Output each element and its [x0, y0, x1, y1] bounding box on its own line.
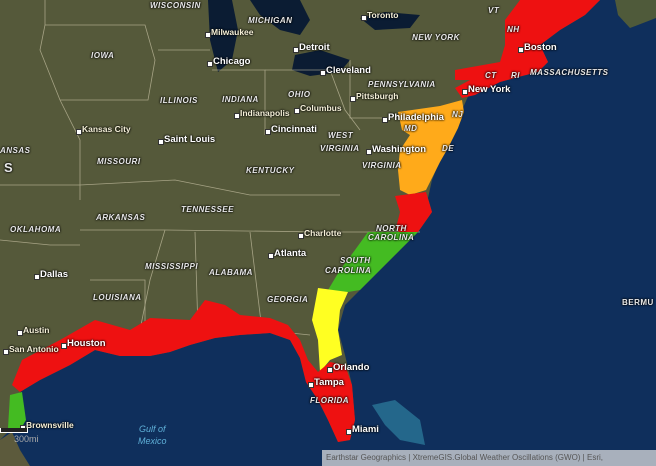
city-label: Milwaukee — [205, 27, 254, 38]
state-label: KENTUCKY — [246, 166, 295, 175]
city-label: Pittsburgh — [350, 91, 399, 102]
nova-scotia — [615, 0, 656, 28]
state-label: MD — [404, 124, 418, 133]
state-label: DE — [442, 144, 455, 153]
bahamas — [372, 400, 425, 445]
city-label: Detroit — [293, 42, 330, 53]
state-label: MISSISSIPPI — [145, 262, 199, 271]
city-label: Chicago — [206, 56, 251, 67]
water-label-line: Gulf of — [139, 424, 166, 434]
zone-red-nc — [395, 192, 432, 240]
state-label: MISSOURI — [97, 157, 141, 166]
city-label: Philadelphia — [382, 112, 444, 123]
state-label: CAROLINA — [325, 266, 372, 275]
great-lakes — [208, 0, 420, 76]
water-label-line: Mexico — [138, 436, 167, 446]
state-label: PENNSYLVANIA — [368, 80, 436, 89]
city-label: Houston — [61, 338, 106, 349]
city-label: Boston — [518, 42, 557, 53]
city-label: Columbus — [294, 103, 342, 114]
zone-orange-midatlantic — [398, 100, 464, 195]
state-label: OKLAHOMA — [10, 225, 62, 234]
zone-green-brownsville — [8, 392, 26, 430]
zone-red-gulf — [12, 300, 355, 442]
city-label: Kansas City — [76, 124, 131, 135]
state-label: S — [4, 160, 14, 175]
state-label: ARKANSAS — [96, 213, 146, 222]
mexico-land — [0, 432, 30, 466]
city-label: New York — [461, 84, 511, 95]
state-label: SOUTH — [340, 256, 371, 265]
state-label: CAROLINA — [368, 233, 415, 242]
state-label: VIRGINIA — [320, 144, 360, 153]
city-label: Tampa — [308, 377, 344, 388]
city-label: Washington — [366, 144, 426, 155]
state-label: INDIANA — [222, 95, 259, 104]
state-label: MASSACHUSETTS — [530, 68, 609, 77]
city-label: Toronto — [360, 10, 399, 21]
city-label: Austin — [16, 325, 50, 336]
city-label: Cincinnati — [265, 124, 317, 135]
bermuda-label: BERMU — [622, 298, 654, 307]
state-label: OHIO — [288, 90, 311, 99]
state-label: RI — [511, 71, 520, 80]
scale-label: 300mi — [14, 434, 39, 444]
city-label: Indianapolis — [234, 108, 290, 119]
city-label: Orlando — [326, 362, 370, 373]
state-label: VIRGINIA — [362, 161, 402, 170]
state-label: ILLINOIS — [160, 96, 198, 105]
risk-zones — [8, 0, 600, 442]
state-label: IOWA — [91, 51, 115, 60]
city-label: Dallas — [34, 269, 68, 280]
attribution: Earthstar Geographics | XtremeGIS.Global… — [322, 450, 656, 466]
state-label: MICHIGAN — [248, 16, 293, 25]
state-label: ANSAS — [0, 146, 31, 155]
state-label: NORTH — [376, 224, 407, 233]
state-label: ALABAMA — [209, 268, 253, 277]
city-label: Charlotte — [297, 228, 342, 239]
state-label: NEW YORK — [412, 33, 460, 42]
water-label: Gulf of Mexico — [138, 423, 167, 447]
city-label: Atlanta — [267, 248, 307, 259]
state-label: CT — [485, 71, 497, 80]
zone-green-sc — [328, 232, 418, 292]
state-label: NJ — [452, 110, 464, 119]
scale-bar — [0, 428, 28, 433]
state-label: WISCONSIN — [150, 1, 201, 10]
state-label: LOUISIANA — [93, 293, 142, 302]
city-label: Miami — [346, 424, 379, 435]
state-label: WEST — [328, 131, 354, 140]
state-label: NH — [507, 25, 520, 34]
state-label: FLORIDA — [310, 396, 350, 405]
zone-red-northeast — [455, 0, 600, 98]
zone-yellow-ga-fl — [312, 288, 348, 372]
city-label: Cleveland — [320, 65, 371, 76]
city-label: Saint Louis — [157, 134, 216, 145]
city-label: San Antonio — [3, 344, 59, 355]
state-label: VT — [488, 6, 500, 15]
city-label: Brownsville — [20, 420, 74, 431]
state-label: TENNESSEE — [181, 205, 234, 214]
state-label: GEORGIA — [267, 295, 309, 304]
